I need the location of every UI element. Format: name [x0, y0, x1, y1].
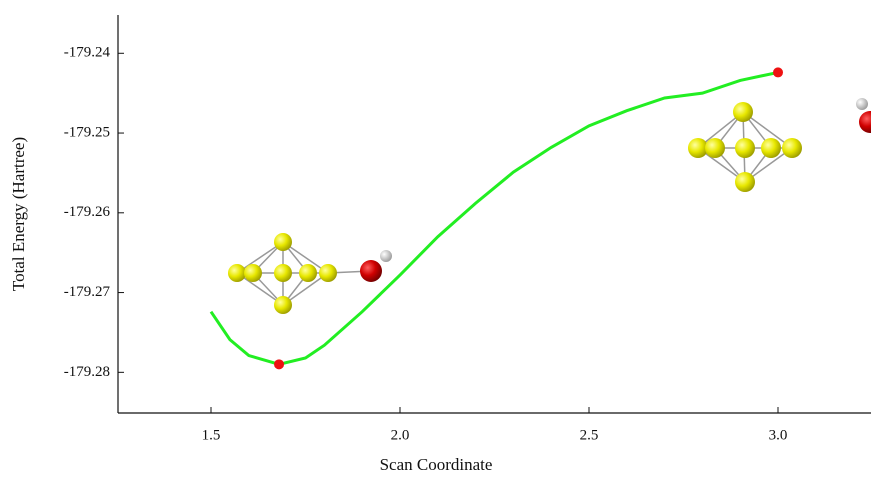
molecule-illustrations	[228, 98, 871, 314]
data-line	[209, 70, 779, 366]
y-axis-title: Total Energy (Hartree)	[9, 137, 28, 291]
x-tick-label: 2.0	[391, 427, 410, 443]
y-tick-label: -179.28	[64, 364, 110, 380]
x-tick-label: 1.5	[202, 427, 221, 443]
y-tick-label: -179.26	[64, 204, 111, 220]
y-tick-label: -179.27	[64, 284, 111, 300]
data-point	[773, 67, 784, 78]
x-axis-title: Scan Coordinate	[380, 455, 493, 474]
data-point	[274, 359, 285, 370]
y-tick-label: -179.24	[64, 45, 111, 61]
x-tick-label: 3.0	[769, 427, 788, 443]
x-tick-label: 2.5	[580, 427, 599, 443]
y-tick-label: -179.25	[64, 124, 110, 140]
